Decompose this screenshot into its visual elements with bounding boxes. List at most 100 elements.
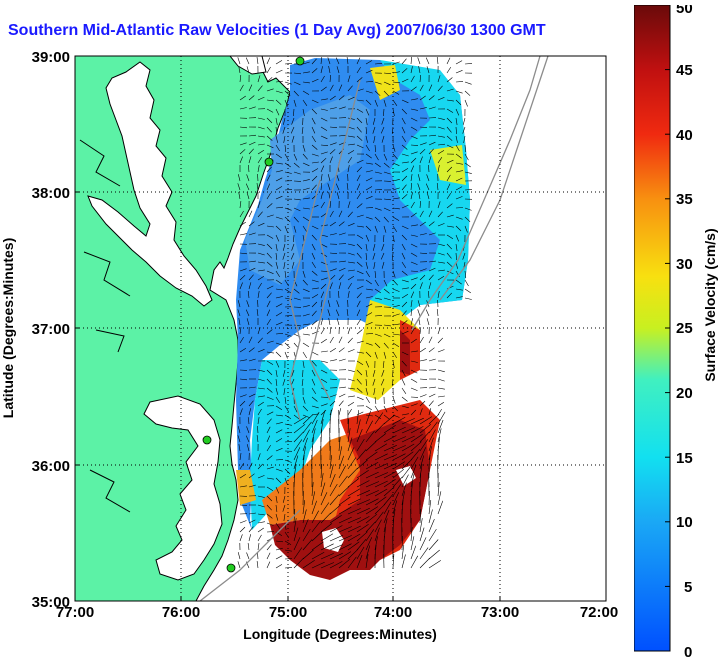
- velocity-arrow: [410, 318, 413, 326]
- velocity-arrow: [239, 485, 247, 488]
- velocity-arrow: [266, 243, 273, 250]
- velocity-arrow: [266, 117, 273, 124]
- velocity-arrow: [275, 360, 280, 368]
- velocity-arrow: [383, 478, 396, 488]
- velocity-arrow: [275, 422, 283, 425]
- velocity-arrow: [356, 300, 361, 308]
- velocity-arrow: [257, 243, 265, 246]
- velocity-arrow: [284, 189, 293, 191]
- velocity-arrow: [327, 309, 331, 317]
- velocity-arrow: [275, 90, 283, 94]
- velocity-arrow: [257, 475, 265, 479]
- velocity-arrow: [410, 135, 418, 139]
- velocity-arrow: [374, 225, 378, 233]
- velocity-arrow: [311, 68, 318, 74]
- velocity-arrow: [437, 135, 445, 138]
- velocity-arrow: [401, 387, 407, 394]
- velocity-arrow: [257, 534, 262, 542]
- velocity-arrow: [365, 270, 370, 278]
- velocity-arrow: [247, 417, 250, 425]
- velocity-arrow: [336, 318, 340, 326]
- velocity-arrow: [365, 279, 372, 285]
- velocity-arrow: [365, 461, 379, 470]
- velocity-arrow: [284, 351, 288, 359]
- velocity-arrow: [419, 431, 430, 443]
- velocity-arrow: [365, 225, 372, 232]
- velocity-arrow: [455, 162, 463, 165]
- velocity-arrow: [311, 310, 317, 317]
- velocity-arrow: [275, 270, 280, 278]
- velocity-arrow: [329, 95, 336, 101]
- velocity-arrow: [455, 225, 462, 232]
- velocity-arrow: [428, 148, 434, 155]
- velocity-arrow: [455, 144, 460, 152]
- velocity-arrow: [246, 444, 250, 452]
- velocity-arrow: [347, 541, 360, 551]
- velocity-arrow: [428, 282, 432, 290]
- velocity-arrow: [266, 418, 272, 425]
- velocity-arrow: [365, 513, 378, 524]
- velocity-arrow: [329, 149, 336, 155]
- velocity-arrow: [275, 547, 283, 551]
- velocity-arrow: [347, 135, 355, 138]
- velocity-arrow: [374, 279, 379, 287]
- velocity-arrow: [374, 216, 381, 223]
- velocity-arrow: [365, 333, 374, 335]
- velocity-arrow: [401, 175, 408, 182]
- velocity-arrow: [275, 495, 278, 503]
- velocity-arrow: [392, 500, 398, 515]
- velocity-arrow: [401, 360, 407, 367]
- velocity-arrow: [428, 393, 436, 398]
- velocity-arrow: [257, 85, 263, 92]
- velocity-arrow: [464, 162, 471, 168]
- velocity-arrow: [239, 84, 244, 92]
- velocity-arrow: [464, 279, 469, 287]
- velocity-arrow: [311, 419, 318, 434]
- velocity-arrow: [347, 252, 355, 256]
- velocity-arrow: [365, 451, 378, 461]
- velocity-arrow: [437, 369, 445, 373]
- velocity-arrow: [392, 90, 400, 95]
- velocity-arrow: [383, 435, 397, 443]
- velocity-arrow: [392, 333, 400, 336]
- velocity-arrow: [446, 88, 454, 92]
- velocity-arrow: [426, 174, 430, 182]
- velocity-arrow: [347, 401, 355, 407]
- velocity-arrow: [257, 417, 260, 425]
- velocity-arrow: [455, 196, 463, 200]
- velocity-arrow: [257, 513, 265, 516]
- velocity-arrow: [356, 360, 364, 365]
- velocity-arrow: [329, 126, 338, 128]
- x-tick-label: 77:00: [56, 604, 94, 621]
- velocity-arrow: [257, 126, 265, 130]
- velocity-arrow: [410, 75, 415, 83]
- velocity-arrow: [356, 174, 361, 182]
- velocity-arrow: [383, 153, 388, 161]
- velocity-arrow: [275, 448, 283, 452]
- velocity-arrow: [347, 418, 350, 434]
- velocity-arrow: [248, 221, 255, 227]
- chart-title: Southern Mid-Atlantic Raw Velocities (1 …: [8, 22, 546, 39]
- velocity-arrow: [248, 210, 253, 218]
- velocity-arrow: [338, 446, 343, 461]
- velocity-arrow: [383, 99, 387, 107]
- velocity-arrow: [455, 126, 457, 135]
- velocity-arrow: [320, 369, 328, 374]
- velocity-arrow: [293, 424, 306, 434]
- velocity-arrow: [383, 351, 387, 359]
- velocity-arrow: [320, 553, 334, 560]
- velocity-arrow: [266, 88, 274, 92]
- velocity-arrow: [266, 166, 272, 173]
- velocity-arrow: [282, 126, 286, 134]
- velocity-arrow: [410, 192, 413, 200]
- velocity-arrow: [372, 369, 376, 377]
- velocity-arrow: [266, 522, 274, 526]
- velocity-arrow: [436, 56, 439, 65]
- velocity-arrow: [302, 396, 306, 404]
- velocity-arrow: [401, 320, 408, 326]
- velocity-arrow: [257, 463, 264, 470]
- velocity-arrow: [293, 431, 304, 443]
- velocity-arrow: [293, 414, 300, 420]
- velocity-arrow: [428, 84, 433, 92]
- velocity-arrow: [374, 297, 382, 300]
